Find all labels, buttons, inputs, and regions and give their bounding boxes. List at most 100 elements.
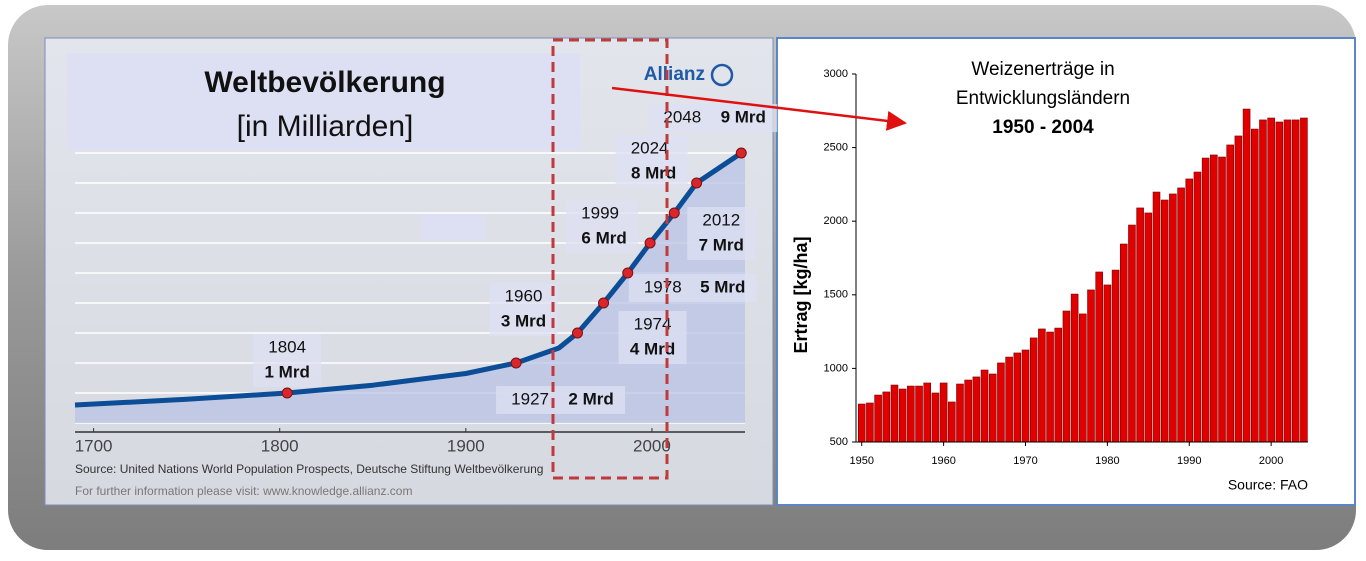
point xyxy=(668,207,680,219)
x-tick-label: 1960 xyxy=(931,455,955,467)
x-tick-label: 1970 xyxy=(1013,455,1037,467)
bar xyxy=(1177,187,1185,443)
bar xyxy=(1226,144,1234,443)
bar xyxy=(1029,337,1038,443)
label-box xyxy=(615,135,688,188)
wheat-chart: 500 1000 1500 2000 2500 3000 1950 1960 1970 1980 1… xyxy=(790,59,1308,493)
label-box xyxy=(253,334,322,387)
logo: Allianz xyxy=(644,64,705,85)
bar xyxy=(1250,128,1259,443)
source: Source: United Nations World Population … xyxy=(75,462,543,476)
bar xyxy=(1291,119,1300,443)
point xyxy=(598,297,610,309)
bar xyxy=(1267,117,1275,443)
chart-title: Weizenerträge in xyxy=(971,59,1114,80)
bar xyxy=(866,402,874,443)
population-chart: 1700 1800 1900 2000 1804 1 Mrd 1927 2 Mrd 1960 3 … xyxy=(67,53,778,498)
bar xyxy=(972,376,981,443)
x-tick-label: 1990 xyxy=(1177,455,1201,467)
bar xyxy=(1095,271,1103,443)
value-label: 8 Mrd xyxy=(631,163,676,182)
chart-subtitle: [in Milliarden] xyxy=(237,110,414,143)
point xyxy=(572,327,583,339)
logo-mark xyxy=(710,63,734,87)
bar xyxy=(1046,331,1054,443)
bar xyxy=(923,382,932,443)
year-label: 1960 xyxy=(505,286,543,305)
x-tick-label: 1950 xyxy=(849,455,873,467)
y-tick-label: 3000 xyxy=(824,68,848,80)
area xyxy=(75,150,745,423)
bar xyxy=(1128,224,1136,443)
bar xyxy=(948,401,956,443)
source: Source: FAO xyxy=(1228,477,1308,493)
x-tick-label: 1980 xyxy=(1095,455,1119,467)
bar xyxy=(1062,310,1071,443)
bar xyxy=(1210,154,1218,443)
bar xyxy=(1152,191,1161,443)
bar xyxy=(1021,349,1030,443)
note: For further information please visit: ww… xyxy=(75,484,412,498)
title-box xyxy=(67,53,580,150)
bar xyxy=(915,385,923,443)
bar xyxy=(1013,352,1022,443)
bar xyxy=(1119,243,1128,443)
bar xyxy=(1160,199,1169,443)
x-tick-label: 1900 xyxy=(447,436,485,455)
bar xyxy=(1136,207,1144,443)
bar xyxy=(1193,171,1202,443)
bar xyxy=(907,385,915,443)
bar xyxy=(1087,289,1095,443)
point xyxy=(622,267,634,279)
y-axis-label: Ertrag [kg/ha] xyxy=(791,236,811,353)
bar xyxy=(997,362,1005,443)
year-label: 1999 xyxy=(581,203,619,222)
y-tick-label: 1000 xyxy=(824,362,848,374)
value-label: 4 Mrd xyxy=(630,339,675,358)
bar xyxy=(1300,117,1308,443)
bar xyxy=(1201,157,1210,443)
value-label: 7 Mrd xyxy=(699,235,744,254)
label-box xyxy=(566,200,639,253)
bar xyxy=(874,394,882,443)
bar xyxy=(1005,356,1013,443)
highlight-box xyxy=(551,38,669,480)
x-tick-label: 1700 xyxy=(75,436,113,455)
bar xyxy=(1218,156,1226,443)
value-label: 9 Mrd xyxy=(721,107,766,126)
label-box xyxy=(489,283,558,336)
year-label: 1804 xyxy=(268,337,306,356)
chart-title: 1950 - 2004 xyxy=(992,117,1094,138)
x-tick-label: 2000 xyxy=(633,436,671,455)
bar xyxy=(1144,212,1153,443)
x-tick-label: 1800 xyxy=(261,436,299,455)
label-box xyxy=(687,207,756,260)
bar xyxy=(988,373,997,443)
chart-title: Weltbevölkerung xyxy=(204,66,445,99)
value-label: 6 Mrd xyxy=(581,228,626,247)
point xyxy=(691,177,703,189)
bar xyxy=(1079,313,1087,443)
label-bg xyxy=(790,225,816,365)
bar xyxy=(939,382,948,443)
bar xyxy=(964,379,972,443)
bar xyxy=(882,391,891,443)
bar xyxy=(1070,293,1079,443)
bar xyxy=(1111,269,1120,443)
label-box xyxy=(648,104,778,132)
bar xyxy=(980,369,989,443)
bar xyxy=(890,384,899,443)
y-tick-label: 2000 xyxy=(824,215,848,227)
bar xyxy=(1169,193,1177,443)
point xyxy=(644,237,656,249)
bar xyxy=(898,388,907,443)
bar xyxy=(956,383,964,443)
bar xyxy=(1038,328,1046,443)
point xyxy=(281,387,293,399)
year-label: 2024 xyxy=(631,138,669,157)
year-label: 2048 xyxy=(663,107,701,126)
y-tick-label: 2500 xyxy=(824,142,848,154)
value-label: 3 Mrd xyxy=(501,311,546,330)
bar xyxy=(1283,119,1292,443)
